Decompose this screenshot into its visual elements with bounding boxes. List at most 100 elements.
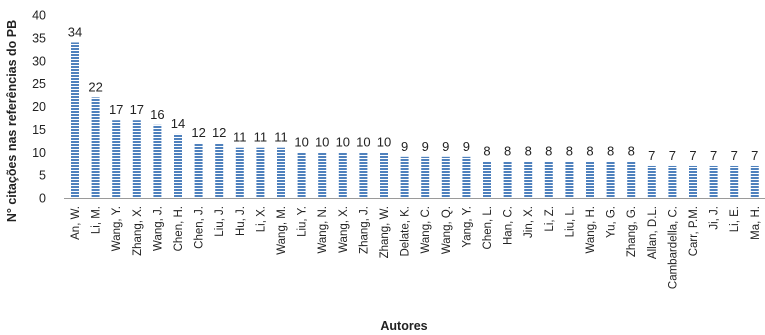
x-tick-label: Wang, C. [420, 206, 432, 254]
bar [338, 152, 347, 198]
data-label: 9 [422, 139, 429, 154]
bars [71, 42, 759, 199]
data-label: 8 [607, 143, 614, 158]
bar [544, 161, 553, 198]
data-label: 14 [171, 116, 185, 131]
data-label: 9 [442, 139, 449, 154]
bar [297, 152, 306, 198]
data-label: 8 [566, 143, 573, 158]
data-label: 12 [191, 125, 205, 140]
bar [256, 147, 265, 198]
bar [483, 161, 491, 198]
data-label: 8 [628, 143, 635, 158]
bar [668, 165, 677, 198]
bar [627, 161, 636, 198]
x-tick-label: Wang, Y. [111, 206, 123, 251]
data-label: 10 [336, 134, 350, 149]
data-label: 17 [109, 102, 123, 117]
data-label: 7 [751, 148, 758, 163]
bar [153, 124, 162, 198]
x-tick-label: An, W. [70, 206, 82, 240]
bar [647, 165, 656, 198]
x-tick-label: Liu, J. [214, 206, 226, 237]
x-tick-label: Chen, L. [482, 206, 494, 249]
data-label: 8 [525, 143, 532, 158]
data-label: 7 [689, 148, 696, 163]
bar [689, 165, 697, 198]
x-tick-label: Cambardella, C. [667, 206, 679, 289]
bar [215, 143, 224, 198]
x-tick-label: Carr, P.M. [688, 206, 700, 256]
y-tick-label: 25 [32, 77, 46, 91]
x-tick-label: Zhang, G. [626, 206, 638, 257]
bar [421, 156, 430, 198]
y-axis-ticks: 0 5 10 15 20 25 30 35 40 [32, 9, 46, 206]
data-label: 8 [545, 143, 552, 158]
data-label: 34 [68, 24, 82, 39]
bar [132, 120, 141, 198]
x-tick-label: Wang, H. [585, 206, 597, 254]
x-tick-label: Li, X. [255, 206, 267, 232]
y-tick-label: 20 [32, 100, 46, 114]
bar [235, 147, 244, 198]
bar [400, 156, 409, 198]
bar [565, 161, 574, 198]
data-label: 22 [88, 79, 102, 94]
bar [441, 156, 450, 198]
x-tick-label: Han, C. [503, 206, 515, 245]
data-label: 7 [648, 148, 655, 163]
x-tick-label: Hu, J. [235, 206, 247, 236]
bar [194, 143, 203, 198]
x-tick-label: Chen, H. [173, 206, 185, 251]
x-tick-label: Zhang, X. [132, 206, 144, 256]
x-tick-label: Liu, L. [564, 206, 576, 237]
bar [524, 161, 533, 198]
bar [277, 147, 285, 198]
bar [318, 152, 327, 198]
data-label: 10 [315, 134, 329, 149]
bar [730, 165, 739, 198]
x-tick-label: Wang, M. [276, 206, 288, 255]
x-tick-label: Li, Z. [544, 206, 556, 232]
x-tick-label: Zhang, W. [379, 206, 391, 258]
x-tick-label: Chen, J. [194, 206, 206, 249]
y-tick-label: 0 [39, 192, 46, 206]
x-tick-label: Li, E. [729, 206, 741, 232]
x-tick-label: Ma, H. [750, 206, 762, 240]
x-tick-label: Yang, Y. [461, 206, 473, 248]
data-label: 11 [254, 130, 268, 145]
data-label: 7 [710, 148, 717, 163]
bar [71, 42, 79, 199]
data-label: 11 [274, 130, 288, 145]
data-label: 8 [586, 143, 593, 158]
data-label: 16 [150, 107, 164, 122]
x-tick-label: Wang, N. [317, 206, 329, 254]
bar [380, 152, 388, 198]
y-axis-title: N° citações nas referências do PB [5, 20, 19, 222]
y-tick-label: 15 [32, 123, 46, 137]
data-label: 8 [504, 143, 511, 158]
bar [586, 161, 594, 198]
bar [112, 120, 121, 198]
data-label: 17 [130, 102, 144, 117]
x-tick-label: Wang, X. [338, 206, 350, 253]
data-label: 10 [294, 134, 308, 149]
y-tick-label: 35 [32, 31, 46, 45]
x-tick-label: Zhang, J. [358, 206, 370, 254]
x-tick-label: Wang, J. [152, 206, 164, 251]
bar [174, 133, 182, 198]
bar [750, 165, 759, 198]
y-tick-label: 10 [32, 146, 46, 160]
x-tick-label: Jin, X. [523, 206, 535, 238]
data-label: 7 [731, 148, 738, 163]
bar [462, 156, 471, 198]
x-tick-label: Wang, Q. [441, 206, 453, 254]
x-tick-label: Delate, K. [400, 206, 412, 257]
bar [709, 165, 718, 198]
data-label: 9 [401, 139, 408, 154]
data-label: 9 [463, 139, 470, 154]
data-label: 7 [669, 148, 676, 163]
bar [91, 97, 100, 198]
